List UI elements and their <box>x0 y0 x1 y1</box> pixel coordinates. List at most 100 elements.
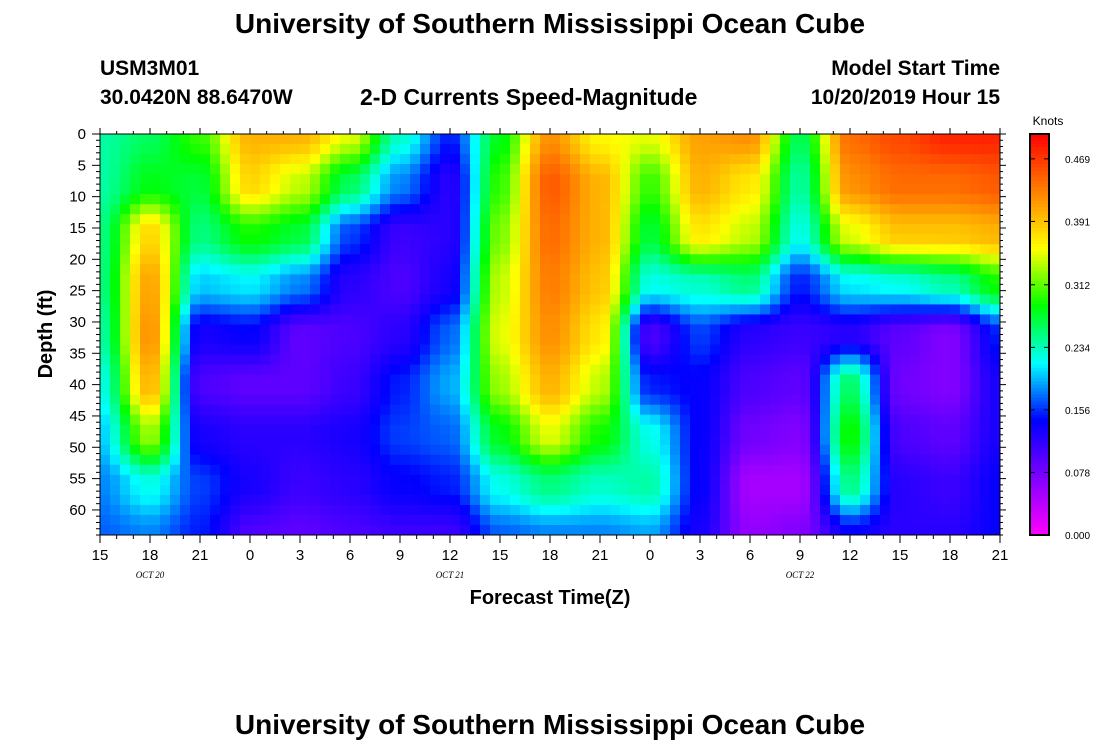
heatmap-cell <box>740 154 751 165</box>
heatmap-cell <box>390 234 401 245</box>
heatmap-cell <box>910 514 921 526</box>
heatmap-cell <box>290 404 301 416</box>
heatmap-cell <box>480 364 491 376</box>
heatmap-cell <box>730 434 741 446</box>
heatmap-cell <box>680 234 691 245</box>
heatmap-cell <box>170 414 181 426</box>
heatmap-cell <box>490 284 501 296</box>
heatmap-cell <box>750 254 761 265</box>
heatmap-cell <box>490 154 501 165</box>
heatmap-cell <box>380 414 391 426</box>
heatmap-cell <box>610 374 621 386</box>
heatmap-cell <box>770 204 781 215</box>
heatmap-cell <box>160 444 171 456</box>
heatmap-cell <box>310 494 321 506</box>
heatmap-cell <box>830 174 841 185</box>
heatmap-cell <box>700 154 711 165</box>
heatmap-cell <box>130 274 141 285</box>
heatmap-cell <box>750 234 761 245</box>
colorbar-swatch <box>1030 528 1049 533</box>
heatmap-cell <box>270 314 281 326</box>
heatmap-cell <box>820 384 831 396</box>
heatmap-cell <box>550 284 561 296</box>
heatmap-cell <box>660 494 671 506</box>
heatmap-cell <box>940 134 951 145</box>
heatmap-cell <box>280 424 291 436</box>
heatmap-cell <box>540 464 551 476</box>
heatmap-cell <box>510 444 521 456</box>
heatmap-cell <box>710 454 721 466</box>
heatmap-cell <box>560 414 571 426</box>
heatmap-cell <box>630 204 641 215</box>
heatmap-cell <box>740 264 751 275</box>
heatmap-cell <box>170 484 181 496</box>
colorbar-swatch <box>1030 157 1049 162</box>
heatmap-cell <box>130 364 141 376</box>
heatmap-cell <box>630 154 641 165</box>
heatmap-cell <box>620 354 631 366</box>
heatmap-cell <box>690 284 701 296</box>
heatmap-cell <box>340 254 351 265</box>
heatmap-cell <box>520 194 531 205</box>
colorbar-swatch <box>1030 384 1049 389</box>
heatmap-cell <box>300 484 311 496</box>
heatmap-cell <box>230 174 241 185</box>
heatmap-cell <box>210 394 221 406</box>
heatmap-cell <box>830 464 841 476</box>
heatmap-cell <box>450 324 461 336</box>
heatmap-cell <box>390 244 401 255</box>
heatmap-cell <box>810 484 821 496</box>
heatmap-cell <box>530 444 541 456</box>
heatmap-cell <box>710 494 721 506</box>
heatmap-cell <box>120 234 131 245</box>
heatmap-cell <box>300 164 311 175</box>
heatmap-cell <box>720 174 731 185</box>
heatmap-cell <box>390 164 401 175</box>
heatmap-cell <box>970 244 981 255</box>
heatmap-cell <box>560 174 571 185</box>
heatmap-cell <box>260 374 271 386</box>
heatmap-cell <box>420 364 431 376</box>
heatmap-cell <box>650 524 661 535</box>
heatmap-cell <box>390 484 401 496</box>
heatmap-cell <box>530 394 541 406</box>
heatmap-cell <box>390 474 401 486</box>
heatmap-cell <box>550 234 561 245</box>
heatmap-cell <box>590 334 601 346</box>
heatmap-cell <box>190 164 201 175</box>
heatmap-cell <box>230 144 241 155</box>
heatmap-cell <box>700 434 711 446</box>
heatmap-cell <box>950 524 961 535</box>
heatmap-cell <box>800 134 811 145</box>
heatmap-cell <box>390 344 401 356</box>
heatmap-cell <box>610 454 621 466</box>
heatmap-cell <box>300 154 311 165</box>
heatmap-cell <box>760 264 771 275</box>
heatmap-cell <box>160 184 171 195</box>
heatmap-cell <box>450 154 461 165</box>
heatmap-cell <box>660 294 671 306</box>
heatmap-cell <box>350 184 361 195</box>
heatmap-cell <box>810 384 821 396</box>
heatmap-cell <box>180 354 191 366</box>
heatmap-cell <box>440 334 451 346</box>
heatmap-cell <box>410 394 421 406</box>
heatmap-cell <box>780 504 791 516</box>
heatmap-cell <box>380 134 391 145</box>
heatmap-cell <box>710 314 721 326</box>
colorbar-swatch <box>1030 494 1049 499</box>
heatmap-cell <box>310 524 321 535</box>
heatmap-cell <box>670 314 681 326</box>
heatmap-cell <box>500 324 511 336</box>
colorbar-swatch <box>1030 334 1049 339</box>
heatmap-cell <box>590 514 601 526</box>
heatmap-cell <box>340 514 351 526</box>
heatmap-cell <box>790 494 801 506</box>
heatmap-cell <box>760 514 771 526</box>
heatmap-cell <box>370 254 381 265</box>
heatmap-cell <box>290 344 301 356</box>
heatmap-cell <box>410 424 421 436</box>
heatmap-cell <box>810 464 821 476</box>
heatmap-cell <box>150 474 161 486</box>
heatmap-cell <box>460 144 471 155</box>
